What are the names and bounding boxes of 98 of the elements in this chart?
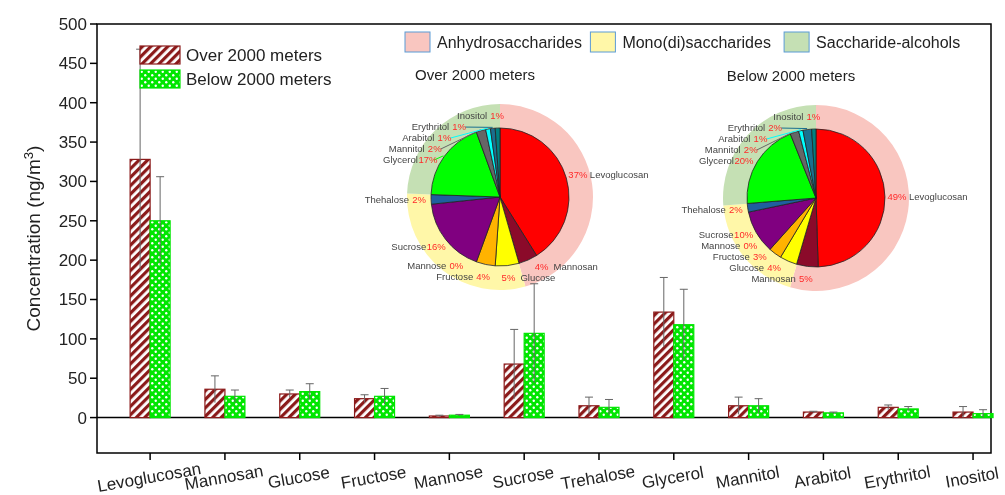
slice-label: Arabitol [402, 132, 435, 144]
text: 0% [449, 259, 464, 271]
slice-label: Glycerol [383, 154, 418, 166]
x-tick-label: Sucrose [490, 462, 556, 493]
slice-label: Mannitol [388, 143, 425, 155]
bar [279, 393, 301, 419]
slice-label: Glycerol [699, 155, 734, 167]
y-tick-label: 450 [58, 54, 87, 74]
legend-label: Mono(di)saccharides [622, 33, 771, 51]
data-label: 49% [887, 191, 908, 203]
slice-label: Arabitol [718, 133, 751, 145]
x-tick-label: Mannitol [714, 462, 781, 493]
data-label: 5% [501, 271, 516, 283]
y-tick-label: 500 [58, 14, 87, 34]
data-label: 2% [412, 194, 427, 206]
x-tick-label: Glycerol [640, 462, 706, 493]
x-tick-label: Glucose [266, 462, 332, 493]
data-label: 2% [743, 144, 759, 156]
y-tick-label: 50 [68, 369, 87, 389]
slice-label: Mannosan [751, 272, 796, 284]
legend-label: Over 2000 meters [186, 45, 323, 65]
data-label: 20% [734, 155, 754, 167]
slice-label: Inositol [457, 110, 488, 122]
bar [224, 395, 246, 419]
y-tick-label: 400 [58, 93, 87, 113]
y-tick-label: 250 [58, 211, 87, 231]
bar [972, 413, 994, 419]
slice-label: Mannosan [553, 260, 598, 272]
bar [129, 158, 151, 419]
data-label: 2% [768, 122, 783, 134]
slice-label: Inositol [773, 111, 804, 123]
bar [299, 391, 321, 419]
data-label: 37% [568, 169, 588, 180]
bar [149, 220, 171, 419]
y-tick-label: 0 [77, 408, 87, 428]
chart-title: Below 2000 meters [726, 67, 856, 84]
bar [523, 332, 545, 419]
data-label: 16% [426, 241, 447, 253]
data-label: 1% [753, 133, 768, 145]
data-label: 5% [798, 272, 814, 284]
bar [673, 324, 695, 419]
data-label: 2% [427, 143, 443, 155]
bar [897, 408, 919, 419]
legend-label: Anhydrosaccharides [437, 33, 582, 51]
data-label: 17% [418, 154, 438, 166]
x-tick-label: Trehalose [559, 461, 637, 494]
x-tick-label: Fructose [339, 462, 408, 493]
slice-label: Fructose [712, 250, 750, 262]
data-label: 1% [490, 110, 505, 122]
bar [952, 411, 974, 419]
y-tick-label: 350 [58, 133, 87, 153]
bar [653, 311, 675, 419]
slice-label: Erythritol [411, 121, 450, 133]
data-label: 3% [752, 250, 768, 262]
category-label: Mannose [701, 239, 741, 251]
slice-label: Levoglucosan [908, 191, 968, 203]
y-tick-label: 100 [58, 329, 87, 349]
bar [877, 406, 899, 419]
data-label: 1% [437, 132, 452, 144]
slice-label: Sucrose [391, 241, 427, 253]
bar [822, 412, 845, 419]
bar [373, 395, 396, 419]
slice-label: Erythritol [727, 122, 766, 134]
data-label: 4% [767, 261, 782, 273]
x-tick-label: Mannose [412, 462, 485, 494]
slice-label: Thehalose [681, 203, 726, 215]
bar [748, 405, 770, 419]
slice-label: Glucose [520, 271, 556, 283]
data-label: 1% [452, 121, 467, 133]
category-label: Mannose [407, 259, 447, 271]
y-tick-label: 200 [58, 251, 87, 271]
bar [503, 363, 525, 419]
bar [204, 388, 226, 419]
bar [802, 411, 825, 419]
slice-label: Thehalose [364, 194, 410, 206]
slice-label: Levoglucosan [589, 169, 649, 180]
x-tick-label: Inositol [943, 463, 1001, 492]
slice-label: Glucose [729, 261, 765, 273]
text: 0% [743, 239, 758, 251]
chart-title: Over 2000 meters [414, 66, 536, 83]
y-tick-label: 300 [58, 172, 87, 192]
slice-label: Sucrose [698, 228, 734, 240]
bar [598, 406, 620, 419]
data-label: 4% [476, 270, 491, 282]
bar [728, 405, 750, 419]
x-tick-label: Erythritol [862, 462, 932, 493]
legend-label: Saccharide-alcohols [816, 33, 961, 51]
x-tick-label: Arabitol [792, 463, 853, 492]
data-label: 1% [806, 111, 821, 123]
data-label: 4% [534, 260, 549, 272]
bar [578, 405, 600, 419]
data-label: 2% [728, 203, 744, 215]
slice-label: Fructose [436, 270, 474, 282]
legend-label: Below 2000 meters [186, 69, 332, 89]
data-label: 10% [734, 228, 754, 240]
bar [353, 398, 376, 419]
slice-label: Mannitol [704, 144, 741, 156]
y-tick-label: 150 [58, 290, 87, 310]
